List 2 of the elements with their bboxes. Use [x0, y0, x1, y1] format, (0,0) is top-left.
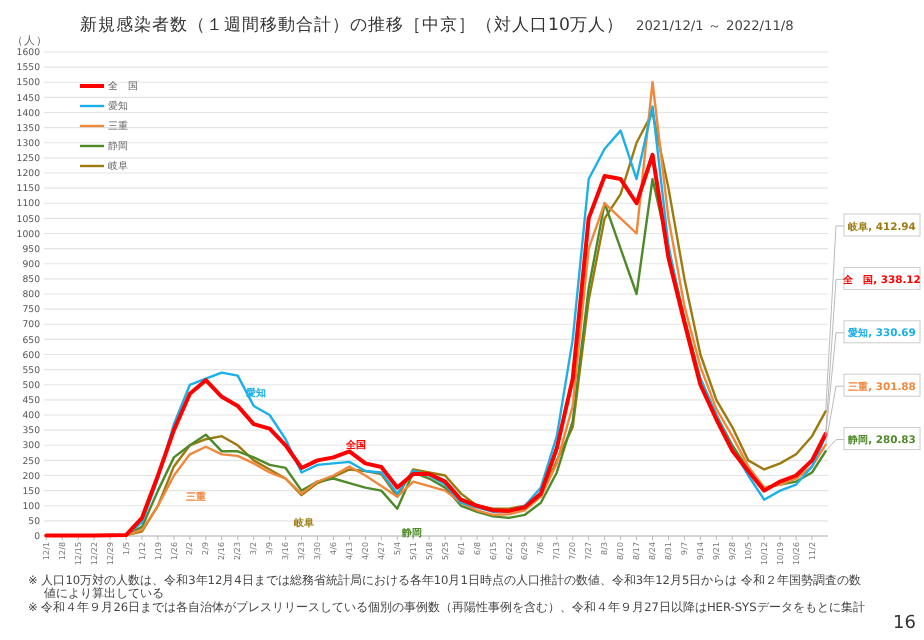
chart-title: 新規感染者数（１週間移動合計）の推移［中京］（対人口10万人） — [80, 14, 624, 36]
text: 16 — [893, 614, 917, 634]
